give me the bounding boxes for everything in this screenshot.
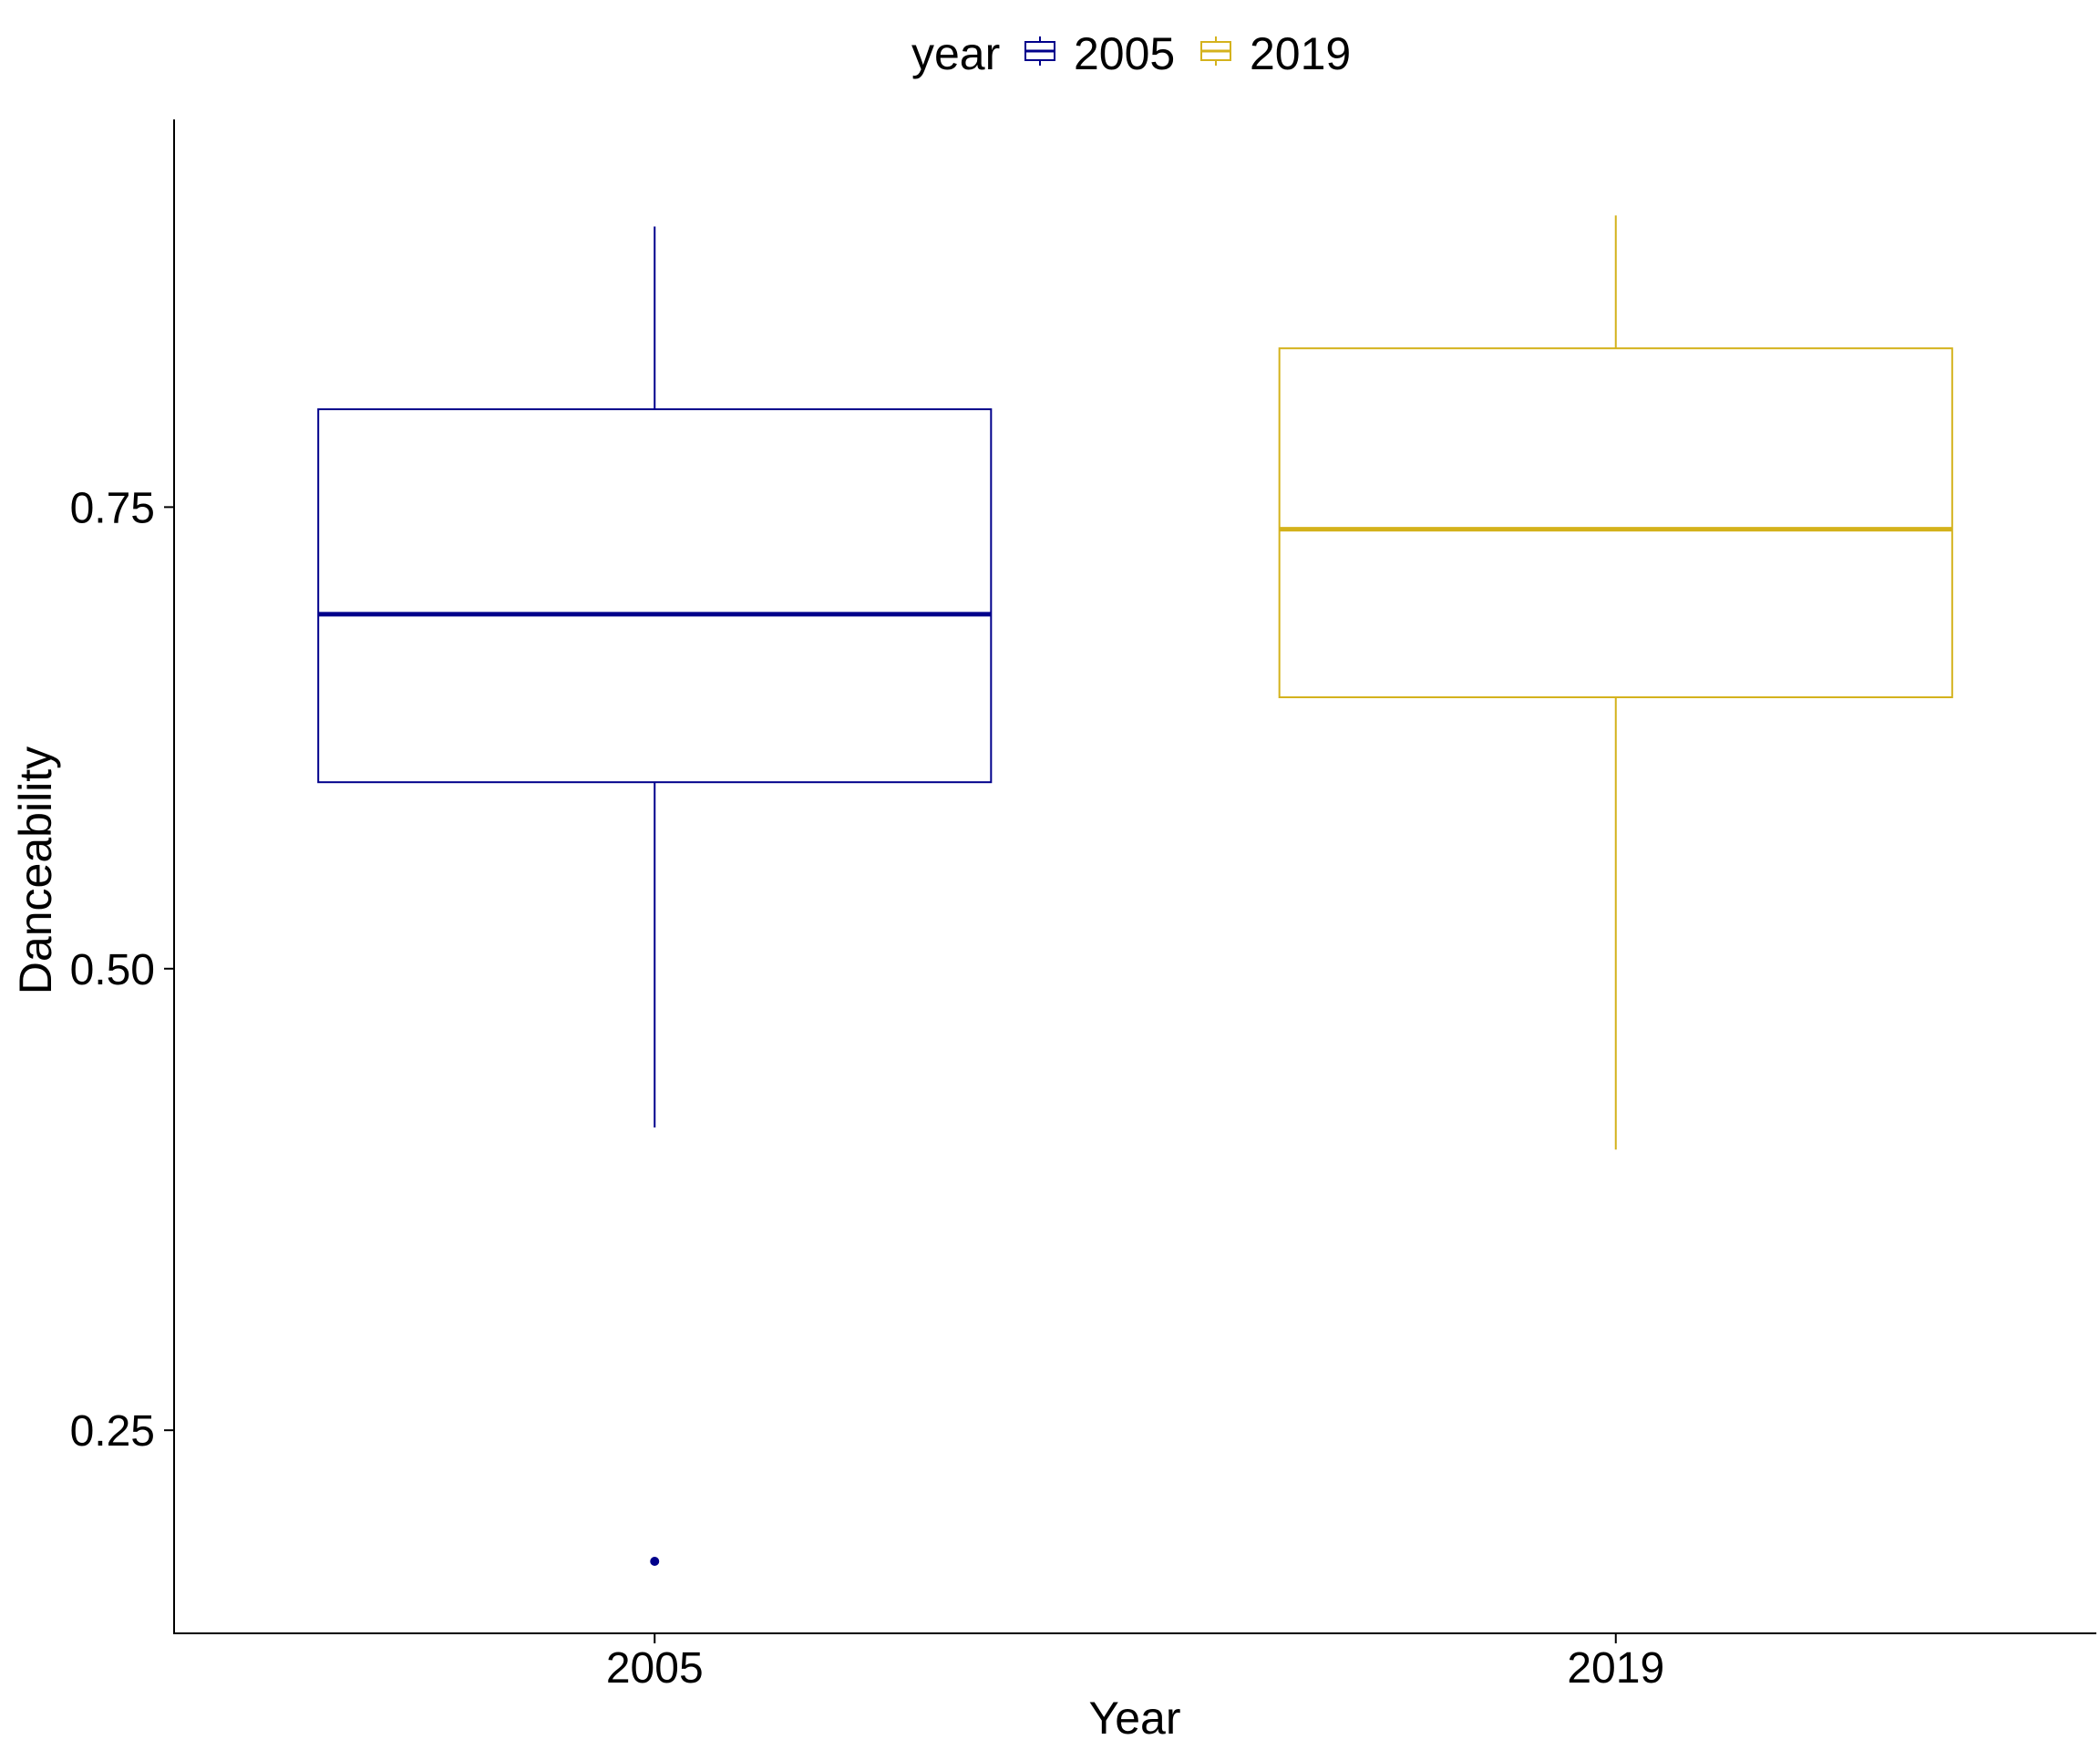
box-2005 xyxy=(317,226,993,1567)
legend-entries: 2005 2019 xyxy=(1024,28,1351,79)
x-axis-title: Year xyxy=(1088,1693,1180,1744)
legend-entry-2019: 2019 xyxy=(1200,28,1351,79)
legend-key-icon xyxy=(1200,36,1231,66)
plot-area xyxy=(317,215,1953,1567)
x-ticks: 2005 2019 xyxy=(606,1633,1664,1693)
y-axis-title: Danceability xyxy=(10,746,61,994)
legend-entry-label: 2019 xyxy=(1250,28,1351,79)
legend: year 2005 2019 xyxy=(911,28,1351,79)
x-tick-label: 2019 xyxy=(1567,1644,1664,1693)
legend-title: year xyxy=(911,28,1000,79)
axes: 0.25 0.50 0.75 2005 2019 xyxy=(70,119,2096,1693)
y-tick-label: 0.75 xyxy=(70,484,155,532)
legend-key-icon xyxy=(1024,36,1055,66)
x-tick-label: 2005 xyxy=(606,1644,704,1693)
box-rect xyxy=(317,408,993,784)
y-tick-label: 0.25 xyxy=(70,1407,155,1456)
y-tick-label: 0.50 xyxy=(70,946,155,994)
y-ticks: 0.25 0.50 0.75 xyxy=(70,484,174,1456)
box-rect xyxy=(1278,347,1953,699)
box-2019 xyxy=(1278,215,1953,1150)
outlier-point xyxy=(650,1557,660,1567)
legend-entry-label: 2005 xyxy=(1074,28,1175,79)
legend-entry-2005: 2005 xyxy=(1024,28,1175,79)
